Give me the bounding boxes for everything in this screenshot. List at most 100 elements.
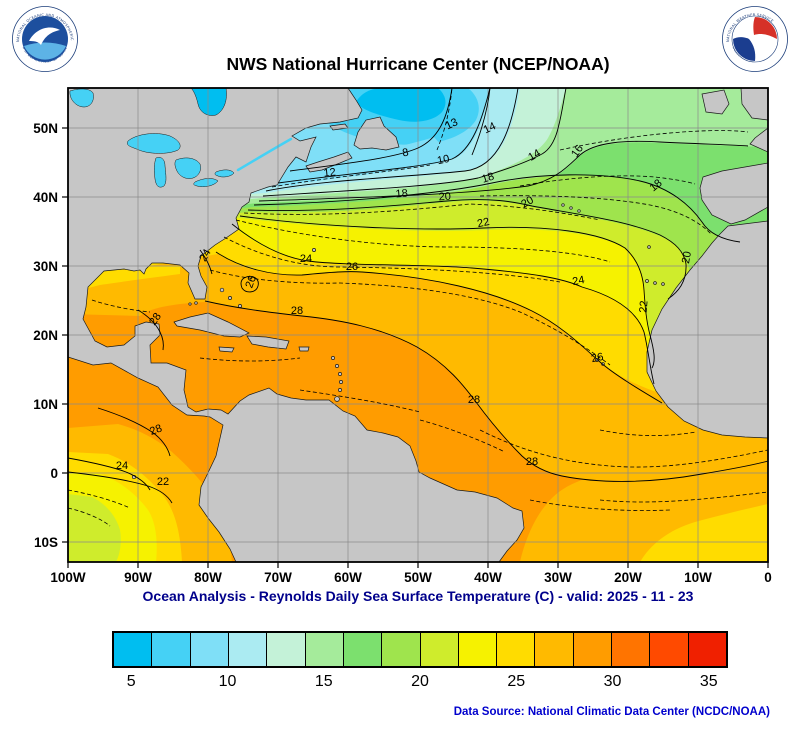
x-tick-label: 50W [404, 570, 432, 585]
colorbar-cell [114, 633, 153, 666]
contour-label: 16 [569, 143, 586, 160]
lakes-layer [69, 88, 293, 188]
colorbar-tick-label: 25 [507, 673, 526, 690]
colorbar-cell [420, 633, 459, 666]
map-caption: Ocean Analysis - Reynolds Daily Sea Surf… [142, 588, 694, 604]
puerto-rico [298, 346, 310, 352]
colorbar-tick-label: 35 [699, 673, 718, 690]
x-tick-label: 90W [124, 570, 152, 585]
hispaniola [246, 335, 290, 350]
contour-label: 10 [436, 153, 450, 167]
contour-label: 13 [444, 116, 460, 132]
newfoundland [353, 116, 400, 151]
iberia [699, 162, 768, 225]
colorbar-cell [612, 633, 651, 666]
grid-layer [68, 88, 768, 562]
colorbar-cell [458, 633, 498, 666]
lake-erie [193, 178, 219, 188]
x-tick-label: 30W [544, 570, 572, 585]
jamaica [218, 346, 235, 353]
colorbar-cell [190, 633, 229, 666]
y-tick-label: 40N [33, 190, 58, 205]
land-layer [68, 88, 768, 562]
contour-label: 22 [638, 300, 651, 313]
colorbar-cell [688, 633, 726, 666]
x-tick-label: 0 [764, 570, 772, 585]
colorbar-tick-label: 5 [126, 673, 136, 690]
y-tick-label: 0 [50, 466, 58, 481]
lake-michigan [154, 157, 167, 188]
colorbar-cell [573, 633, 613, 666]
colorbar-tick-label: 20 [411, 673, 429, 690]
colorbar [112, 631, 728, 668]
contour-label: 20 [438, 191, 451, 204]
lake-superior [127, 133, 181, 154]
data-source-credit: Data Source: National Climatic Data Cent… [453, 706, 770, 718]
colorbar-cell [152, 633, 191, 666]
x-tick-label: 70W [264, 570, 292, 585]
africa [646, 220, 768, 439]
contour-label: 20 [519, 194, 536, 211]
y-tick-label: 30N [33, 259, 58, 274]
colorbar-cell [650, 633, 689, 666]
x-tick-label: 10W [684, 570, 712, 585]
contour-label: 20 [680, 250, 694, 264]
small-islands [131, 203, 665, 480]
contour-label: 18 [395, 188, 408, 201]
contour-label: 18 [480, 171, 495, 186]
brittany [749, 127, 768, 153]
noaa-emblem-sea-icon [24, 42, 66, 60]
contour-label: 14 [526, 147, 543, 164]
colorbar-cell [305, 633, 344, 666]
x-tick-label: 80W [194, 570, 222, 585]
contour-label: 24 [197, 247, 214, 264]
noaa-logo: NATIONAL OCEANIC AND ATMOSPHERIC ADMINIS… [12, 6, 78, 72]
y-tick-label: 10N [33, 397, 58, 412]
x-tick-label: 60W [334, 570, 362, 585]
contour-label: 14 [482, 120, 498, 136]
y-tick-label: 50N [33, 121, 58, 136]
contour-label: 26 [243, 274, 258, 290]
contour-label: 26 [590, 351, 604, 365]
nws-emblem-red-swoosh-icon [753, 17, 777, 39]
colorbar-cell [535, 633, 574, 666]
lake-huron [174, 157, 201, 179]
contour-label: 26 [346, 261, 358, 273]
contour-label: 8 [401, 147, 409, 160]
x-tick-label: 20W [614, 570, 642, 585]
colorbar-cell [343, 633, 383, 666]
colorbar-cell [267, 633, 306, 666]
colorbar-cells [114, 633, 726, 666]
contour-label: 28 [291, 305, 303, 317]
contour-label: 24 [300, 253, 312, 265]
contour-label: 24 [571, 274, 585, 288]
contour-label: 28 [468, 394, 480, 406]
st-lawrence-river [236, 137, 293, 172]
contour-label: 24 [116, 460, 128, 472]
colorbar-tick-label: 30 [603, 673, 622, 690]
contour-label: 28 [148, 422, 164, 437]
x-tick-label: 100W [50, 570, 86, 585]
colorbar-tick-labels: 5 10 15 20 25 30 35 [112, 673, 728, 693]
colorbar-cell [228, 633, 268, 666]
ireland [701, 89, 730, 115]
hudson-bay [190, 88, 227, 116]
contour-label: 28 [526, 456, 538, 468]
x-tick-label: 40W [474, 570, 502, 585]
y-tick-label: 20N [33, 328, 58, 343]
page-title: NWS National Hurricane Center (NCEP/NOAA… [226, 54, 610, 74]
contour-label: 22 [157, 476, 169, 488]
nws-logo: NATIONAL WEATHER SERVICE NOAA [722, 6, 788, 72]
noaa-emblem-gull-icon [29, 27, 60, 45]
lake-winnipeg [69, 88, 94, 108]
americas-landmass [68, 88, 525, 562]
y-tick-label: 10S [34, 535, 58, 550]
contour-layer [68, 88, 768, 527]
contour-label: 28 [147, 311, 164, 328]
colorbar-tick-label: 10 [218, 673, 237, 690]
britain [740, 88, 768, 121]
colorbar-cell [382, 633, 421, 666]
contour-label: 12 [323, 166, 336, 179]
